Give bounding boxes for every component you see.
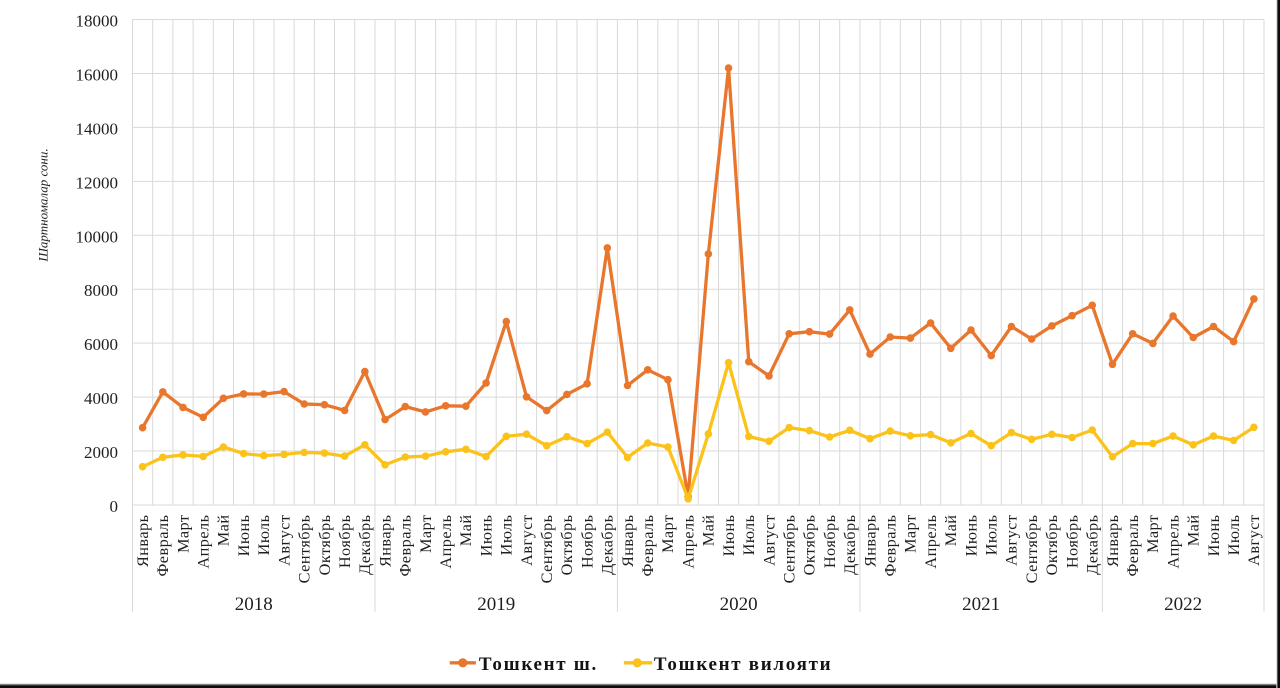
svg-text:Октябрь: Октябрь	[315, 515, 334, 576]
svg-text:2000: 2000	[84, 443, 118, 462]
svg-text:Ноябрь: Ноябрь	[335, 515, 354, 569]
svg-text:Ноябрь: Ноябрь	[820, 515, 839, 569]
svg-text:Март: Март	[1143, 515, 1162, 554]
svg-text:Май: Май	[1184, 515, 1203, 547]
svg-text:Январь: Январь	[860, 515, 879, 568]
svg-text:2019: 2019	[477, 594, 515, 615]
svg-text:Май: Май	[214, 515, 233, 547]
svg-text:Сентябрь: Сентябрь	[779, 515, 798, 584]
svg-text:Март: Март	[416, 515, 435, 554]
svg-text:Ноябрь: Ноябрь	[577, 515, 596, 569]
svg-text:Сентябрь: Сентябрь	[295, 515, 314, 584]
svg-text:Октябрь: Октябрь	[1042, 515, 1061, 576]
svg-text:Август: Август	[1002, 515, 1021, 566]
svg-text:Июль: Июль	[739, 515, 758, 556]
svg-text:Январь: Январь	[133, 515, 152, 568]
svg-text:Декабрь: Декабрь	[840, 515, 859, 575]
svg-text:2021: 2021	[962, 594, 1000, 615]
svg-text:Март: Март	[173, 515, 192, 554]
svg-text:Июнь: Июнь	[476, 515, 495, 557]
svg-text:Январь: Январь	[1103, 515, 1122, 568]
svg-text:Июль: Июль	[254, 515, 273, 556]
svg-text:Шартномалар сони.: Шартномалар сони.	[36, 148, 51, 262]
svg-text:16000: 16000	[76, 65, 119, 84]
svg-text:Июль: Июль	[982, 515, 1001, 556]
svg-text:Февраль: Февраль	[881, 515, 900, 577]
svg-text:Декабрь: Декабрь	[598, 515, 617, 575]
svg-text:Декабрь: Декабрь	[1083, 515, 1102, 575]
svg-text:Январь: Январь	[618, 515, 637, 568]
svg-text:6000: 6000	[84, 335, 118, 354]
svg-text:Март: Март	[658, 515, 677, 554]
svg-text:Тошкент вилояти: Тошкент вилояти	[654, 654, 832, 675]
svg-text:Октябрь: Октябрь	[800, 515, 819, 576]
svg-text:18000: 18000	[76, 12, 119, 31]
svg-text:Май: Май	[699, 515, 718, 547]
svg-text:Февраль: Февраль	[1123, 515, 1142, 577]
svg-text:Май: Май	[941, 515, 960, 547]
svg-text:Июнь: Июнь	[234, 515, 253, 557]
svg-text:Ноябрь: Ноябрь	[1062, 515, 1081, 569]
svg-text:Июнь: Июнь	[961, 515, 980, 557]
svg-text:Июль: Июль	[1224, 515, 1243, 556]
svg-text:Февраль: Февраль	[638, 515, 657, 577]
svg-text:Февраль: Февраль	[153, 515, 172, 577]
svg-text:Февраль: Февраль	[396, 515, 415, 577]
svg-text:Июль: Июль	[497, 515, 516, 556]
svg-text:0: 0	[110, 497, 119, 516]
svg-text:Апрель: Апрель	[1163, 515, 1182, 569]
svg-text:10000: 10000	[76, 227, 119, 246]
svg-text:4000: 4000	[84, 389, 118, 408]
svg-text:8000: 8000	[84, 281, 118, 300]
svg-text:Июнь: Июнь	[1204, 515, 1223, 557]
svg-text:Сентябрь: Сентябрь	[537, 515, 556, 584]
svg-text:Апрель: Апрель	[678, 515, 697, 569]
svg-text:Август: Август	[274, 515, 293, 566]
svg-text:Тошкент ш.: Тошкент ш.	[479, 654, 598, 675]
svg-text:Август: Август	[759, 515, 778, 566]
svg-text:Октябрь: Октябрь	[557, 515, 576, 576]
svg-text:Апрель: Апрель	[436, 515, 455, 569]
svg-text:Март: Март	[901, 515, 920, 554]
svg-text:Апрель: Апрель	[194, 515, 213, 569]
svg-text:Июнь: Июнь	[719, 515, 738, 557]
svg-text:2020: 2020	[720, 594, 758, 615]
svg-text:Апрель: Апрель	[921, 515, 940, 569]
svg-text:Май: Май	[456, 515, 475, 547]
svg-text:Август: Август	[1244, 515, 1263, 566]
svg-text:Сентябрь: Сентябрь	[1022, 515, 1041, 584]
svg-text:Январь: Январь	[375, 515, 394, 568]
svg-text:Декабрь: Декабрь	[355, 515, 374, 575]
svg-text:12000: 12000	[76, 173, 119, 192]
svg-text:Август: Август	[517, 515, 536, 566]
svg-text:2022: 2022	[1164, 594, 1202, 615]
svg-text:14000: 14000	[76, 119, 119, 138]
svg-text:2018: 2018	[235, 594, 273, 615]
